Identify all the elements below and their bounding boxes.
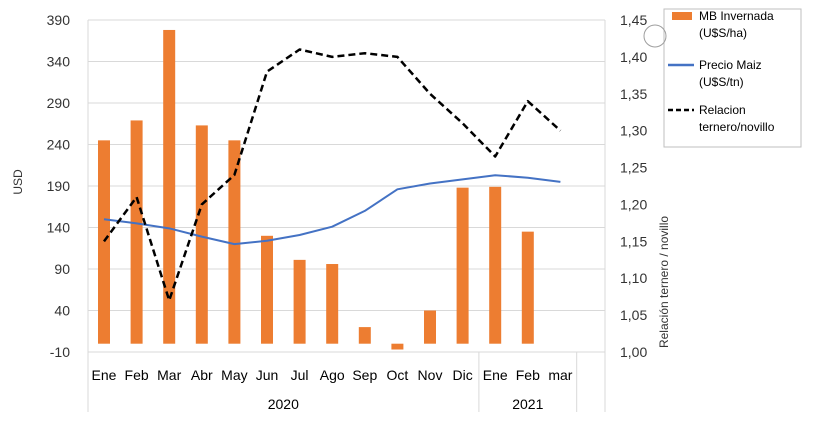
x-category-label: May (221, 367, 247, 383)
y-tick-label: -10 (50, 344, 70, 360)
y-tick-label: 40 (54, 303, 70, 319)
x-category-label: Dic (452, 367, 472, 383)
legend-label: (U$S/tn) (699, 75, 744, 89)
legend-label: MB Invernada (699, 9, 774, 23)
legend-swatch (672, 12, 692, 20)
y2-tick-label: 1,35 (620, 86, 647, 102)
y2-tick-label: 1,05 (620, 307, 647, 323)
y2-tick-label: 1,20 (620, 196, 647, 212)
x-category-label: Ene (92, 367, 117, 383)
y-tick-labels: -10 40 90 140 190 240 290 340 390 (47, 12, 71, 360)
legend-label: (U$S/ha) (699, 26, 747, 40)
bar (228, 140, 241, 344)
series-lines (102, 48, 562, 302)
bars (98, 29, 534, 350)
x-category-label: Ene (483, 367, 508, 383)
legend-label: Precio Maiz (699, 58, 762, 72)
bar (358, 327, 371, 344)
y-tick-label: 290 (47, 95, 71, 111)
axes (87, 20, 606, 412)
y-tick-label: 390 (47, 12, 71, 28)
x-category-label: Feb (125, 367, 149, 383)
y-tick-label: 340 (47, 54, 71, 70)
x-category-label: Jun (256, 367, 279, 383)
x-category-label: Jul (291, 367, 309, 383)
y-tick-label: 90 (54, 261, 70, 277)
legend-label: ternero/novillo (699, 120, 775, 134)
y2-tick-label: 1,45 (620, 12, 647, 28)
x-category-label: Mar (157, 367, 181, 383)
y2-tick-label: 1,25 (620, 160, 647, 176)
bar (261, 235, 273, 344)
bar (195, 125, 208, 344)
legend-box (663, 8, 802, 148)
bar (489, 186, 502, 344)
x-category-label: Sep (352, 367, 377, 383)
y-axis-title: USD (11, 169, 25, 195)
bar (391, 343, 404, 350)
y2-tick-label: 1,15 (620, 233, 647, 249)
bar (293, 259, 306, 344)
bar (456, 187, 469, 344)
bar (521, 231, 534, 344)
y-tick-label: 190 (47, 178, 71, 194)
x-category-label: Ago (320, 367, 345, 383)
x-category-label: mar (548, 367, 572, 383)
x-category-labels: Ene Feb Mar Abr May Jun Jul Ago Sep Oct Nov Dic Ene F… (92, 367, 573, 383)
x-category-label: Feb (516, 367, 540, 383)
legend: MB Invernada (U$S/ha) Precio Maiz (U$S/tn) R… (643, 8, 802, 148)
x-category-label: Abr (191, 367, 213, 383)
x-category-label: Nov (418, 367, 443, 383)
x-group-label: 2020 (268, 396, 299, 412)
y2-tick-label: 1,40 (620, 49, 647, 65)
x-group-labels: 2020 2021 (268, 396, 544, 412)
y2-tick-label: 1,10 (620, 270, 647, 286)
x-group-label: 2021 (512, 396, 543, 412)
y-tick-label: 140 (47, 220, 71, 236)
y2-axis-title: Relación ternero / novillo (657, 216, 671, 348)
y2-tick-label: 1,00 (620, 344, 647, 360)
bar (326, 264, 339, 344)
y-tick-label: 240 (47, 137, 71, 153)
x-category-label: Oct (387, 367, 409, 383)
legend-handle (643, 24, 667, 48)
bar (98, 140, 110, 344)
legend-label: Relacion (699, 103, 746, 117)
y2-tick-label: 1,30 (620, 123, 647, 139)
y2-tick-labels: 1,00 1,05 1,10 1,15 1,20 1,25 1,30 1,35 1,40 1,45 (620, 12, 647, 360)
bar (424, 310, 436, 344)
bar (130, 120, 143, 344)
bar (163, 29, 176, 344)
